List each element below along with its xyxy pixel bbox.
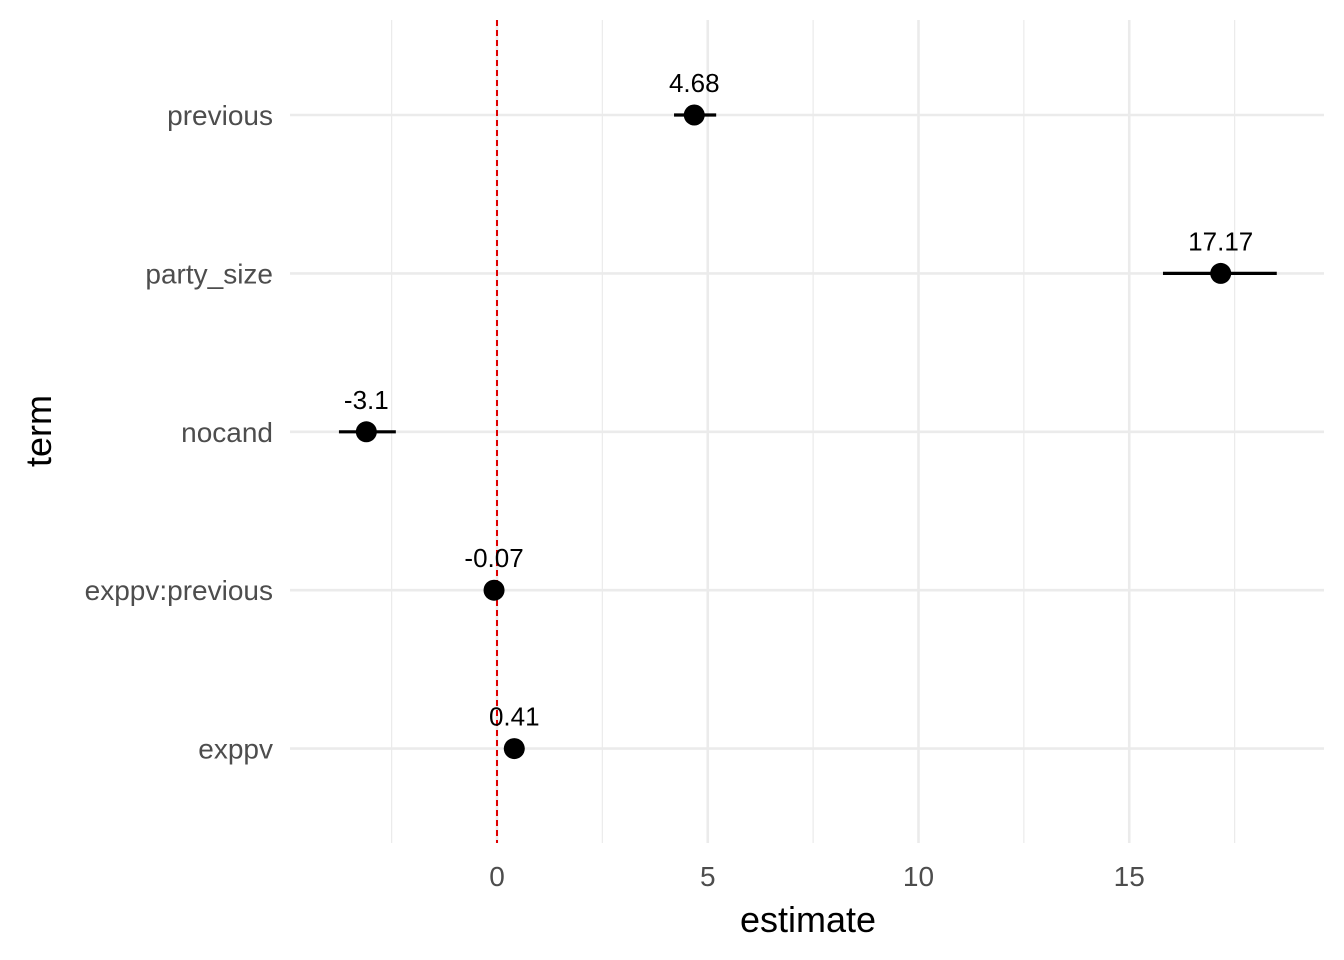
x-tick-label: 10 [903,861,934,892]
data-label: 17.17 [1188,226,1253,256]
y-tick-label: exppv [198,734,273,765]
data-point [355,421,377,443]
data-labels: 4.68 17.17 -3.1 -0.07 0.41 [344,68,1253,732]
y-tick-label: nocand [181,417,273,448]
x-tick-label: 0 [489,861,505,892]
y-tick-label: exppv:previous [85,575,273,606]
data-label: 4.68 [669,68,720,98]
x-tick-label: 15 [1114,861,1145,892]
data-marks [338,104,1277,760]
y-tick-label: previous [167,100,273,131]
x-tick-label: 5 [700,861,716,892]
data-point [1210,262,1232,284]
major-gridlines [290,20,1324,843]
y-tick-label: party_size [145,258,273,289]
x-axis-title: estimate [740,899,876,940]
data-label: -0.07 [464,543,523,573]
data-label: -3.1 [344,385,389,415]
data-point [683,104,705,126]
y-axis-title: term [18,395,59,467]
data-point [483,579,505,601]
data-point [503,738,525,760]
x-axis-tick-labels: 0 5 10 15 [489,861,1145,892]
data-label: 0.41 [489,702,540,732]
